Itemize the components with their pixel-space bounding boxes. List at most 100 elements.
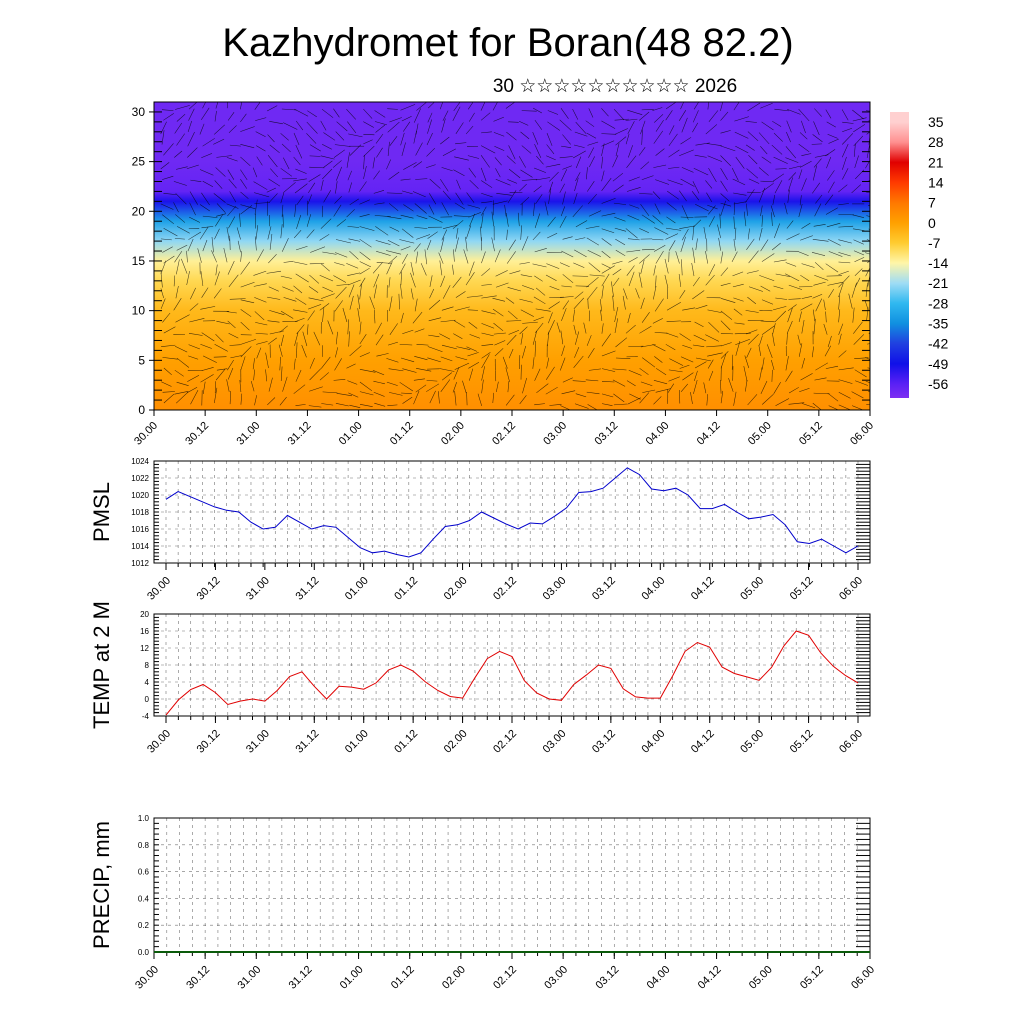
x-tick-label: 02.12 xyxy=(491,964,519,992)
wind-vector xyxy=(626,187,641,192)
wind-vector xyxy=(745,379,748,392)
wind-vector xyxy=(453,333,463,340)
wind-vector xyxy=(453,320,466,328)
wind-vector xyxy=(175,214,186,223)
wind-vector xyxy=(215,369,226,381)
wind-vector xyxy=(655,250,664,264)
wind-vector xyxy=(788,165,801,170)
wind-vector xyxy=(625,118,638,121)
wind-vector xyxy=(655,388,671,393)
wind-vector xyxy=(320,356,331,369)
y-tick-label: 0 xyxy=(145,695,150,704)
wind-vector xyxy=(838,295,841,310)
wind-vector xyxy=(413,161,423,168)
wind-vector xyxy=(480,145,496,154)
x-tick-label: 01.00 xyxy=(343,728,371,756)
wind-vector xyxy=(268,178,281,187)
wind-vector xyxy=(265,369,268,382)
wind-vector xyxy=(559,262,570,268)
wind-vector xyxy=(200,344,212,349)
wind-vector xyxy=(692,276,700,287)
wind-vector xyxy=(786,220,794,229)
wind-vector xyxy=(774,108,790,112)
wind-vector xyxy=(455,122,464,134)
wind-vector xyxy=(852,214,865,218)
wind-vector xyxy=(747,394,758,406)
wind-vector xyxy=(814,203,822,217)
wind-vector xyxy=(601,212,616,217)
wind-vector xyxy=(760,146,768,155)
wind-vector xyxy=(369,296,375,310)
wind-vector xyxy=(401,228,414,238)
wind-vector xyxy=(669,125,675,135)
wind-vector xyxy=(612,260,623,265)
wind-vector xyxy=(310,246,326,253)
wind-vector xyxy=(852,307,855,323)
wind-vector xyxy=(255,131,266,137)
wind-vector xyxy=(321,108,334,118)
wind-vector xyxy=(376,251,391,256)
x-tick-label: 31.00 xyxy=(235,964,263,992)
wind-vector xyxy=(403,204,414,212)
wind-vector xyxy=(546,132,553,146)
wind-vector xyxy=(720,193,730,202)
wind-vector xyxy=(240,281,255,288)
wind-vector xyxy=(601,108,609,117)
wind-vector xyxy=(826,156,832,169)
wind-vector xyxy=(506,334,517,346)
wind-vector xyxy=(197,248,202,263)
wind-vector xyxy=(452,106,461,122)
wind-vector xyxy=(562,165,572,170)
wind-vector xyxy=(668,166,680,169)
wind-vector xyxy=(321,403,334,406)
wind-vector xyxy=(707,204,718,210)
wind-vector xyxy=(201,192,210,206)
wind-vector xyxy=(495,179,511,186)
wind-vector xyxy=(653,285,657,300)
wind-vector xyxy=(733,391,737,406)
wind-vector xyxy=(720,145,736,152)
wind-vector xyxy=(480,226,482,241)
wind-vector xyxy=(573,355,584,368)
wind-vector xyxy=(626,155,637,168)
wind-vector xyxy=(293,132,300,146)
wind-vector xyxy=(705,124,718,135)
wind-vector xyxy=(229,390,231,405)
wind-vector xyxy=(613,393,625,403)
wind-vector xyxy=(534,213,541,229)
wind-vector xyxy=(174,369,184,377)
wind-vector xyxy=(586,335,592,346)
wind-vector xyxy=(827,392,839,402)
wind-vector xyxy=(801,358,805,369)
wind-vector xyxy=(615,249,626,257)
wind-vector xyxy=(454,202,465,210)
wind-vector xyxy=(226,311,237,314)
wind-vector xyxy=(838,404,851,410)
wind-vector xyxy=(811,143,822,145)
wind-vector xyxy=(322,307,325,323)
wind-vector xyxy=(357,308,361,322)
wind-vector xyxy=(731,167,739,181)
wind-vectors xyxy=(160,102,870,410)
colorbar-label: 0 xyxy=(928,215,936,231)
wind-vector xyxy=(373,170,380,180)
wind-vector xyxy=(773,156,788,164)
wind-vector xyxy=(758,227,763,241)
wind-vector xyxy=(693,167,709,176)
wind-vector xyxy=(521,145,532,154)
wind-vector xyxy=(293,230,302,239)
wind-vector xyxy=(665,344,676,351)
wind-vector xyxy=(492,102,498,111)
wind-vector xyxy=(174,150,183,158)
wind-vector xyxy=(440,178,449,192)
wind-vector xyxy=(335,286,347,299)
wind-vector xyxy=(587,194,597,205)
wind-vector xyxy=(695,357,711,362)
wind-vector xyxy=(440,275,446,288)
wind-vector xyxy=(453,102,461,112)
wind-vector xyxy=(420,263,427,276)
wind-vector xyxy=(323,132,336,141)
wind-vector xyxy=(213,356,227,358)
wind-vector xyxy=(347,279,361,286)
wind-vector xyxy=(627,397,642,405)
